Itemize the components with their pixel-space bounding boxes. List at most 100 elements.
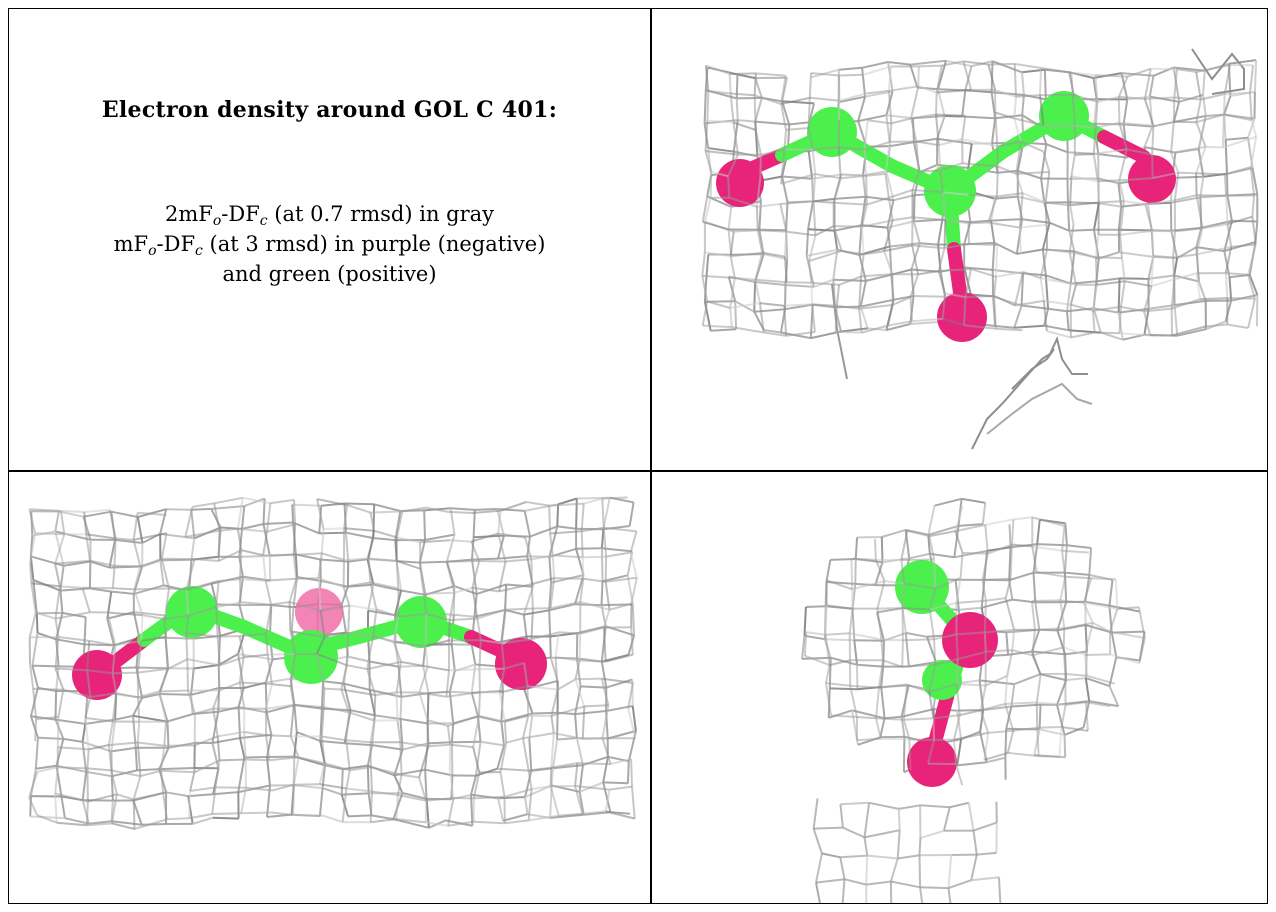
- mesh-segment: [293, 703, 324, 709]
- mesh-segment: [165, 791, 189, 798]
- mesh-segment: [998, 877, 1002, 903]
- mesh-segment: [552, 554, 583, 559]
- density-render-top-right: [701, 48, 1259, 450]
- mesh-segment: [294, 554, 299, 578]
- mesh-segment: [701, 301, 709, 326]
- mesh-segment: [324, 631, 349, 638]
- mesh-segment: [877, 607, 903, 610]
- mesh-segment: [479, 560, 506, 563]
- mesh-segment: [927, 739, 935, 765]
- mesh-segment: [874, 561, 884, 586]
- mesh-segment: [897, 854, 920, 860]
- legend-line-fo-fc: mFo-DFc (at 3 rmsd) in purple (negative): [9, 229, 650, 259]
- mesh-segment: [1143, 285, 1153, 312]
- mesh-segment: [191, 507, 212, 511]
- mesh-segment: [504, 788, 532, 798]
- mesh-segment: [194, 707, 214, 715]
- mesh-segment: [133, 792, 164, 801]
- mesh-segment: [1060, 599, 1084, 604]
- mesh-segment: [550, 768, 554, 786]
- mesh-segment: [194, 735, 219, 747]
- mesh-segment: [1202, 223, 1228, 230]
- mesh-segment: [979, 710, 990, 734]
- mesh-segment: [1118, 228, 1152, 232]
- mesh-segment: [780, 200, 814, 205]
- mesh-segment: [1222, 135, 1257, 149]
- mesh-segment: [134, 818, 168, 830]
- mesh-segment: [1098, 202, 1122, 208]
- mesh-segment: [981, 502, 987, 525]
- mesh-segment: [865, 855, 869, 885]
- mesh-segment: [1047, 307, 1068, 313]
- mesh-segment: [238, 635, 245, 658]
- mesh-segment: [834, 305, 838, 332]
- mesh-segment: [396, 536, 421, 544]
- mesh-segment: [781, 101, 791, 125]
- mesh-segment: [1171, 298, 1201, 310]
- mesh-segment: [317, 578, 322, 611]
- mesh-segment: [575, 677, 602, 681]
- mesh-segment: [824, 605, 828, 635]
- mesh-segment: [185, 589, 190, 616]
- mesh-segment: [627, 682, 634, 709]
- mesh-segment: [1062, 628, 1066, 648]
- mesh-segment: [602, 609, 611, 628]
- mesh-segment: [580, 600, 610, 611]
- mesh-segment: [1118, 149, 1128, 181]
- mesh-segment: [631, 786, 636, 819]
- mesh-segment: [928, 609, 936, 640]
- mesh-segment: [856, 716, 877, 720]
- mesh-segment: [499, 742, 508, 773]
- mesh-segment: [812, 201, 817, 236]
- mesh-segment: [911, 317, 943, 323]
- mesh-segment: [550, 689, 559, 717]
- mesh-segment: [825, 559, 832, 583]
- mesh-segment: [936, 89, 946, 117]
- mesh-segment: [370, 766, 402, 776]
- mesh-segment: [1061, 525, 1066, 551]
- mesh-segment: [861, 61, 889, 69]
- mesh-segment: [963, 297, 967, 326]
- mesh-segment: [400, 741, 429, 748]
- mesh-segment: [84, 696, 92, 719]
- mesh-segment: [137, 667, 169, 674]
- mesh-segment: [1038, 755, 1060, 758]
- mesh-segment: [218, 653, 239, 666]
- mesh-segment: [1045, 143, 1069, 154]
- mesh-segment: [241, 811, 272, 815]
- mesh-segment: [214, 496, 244, 505]
- mesh-segment: [85, 801, 89, 826]
- mesh-segment: [1251, 168, 1259, 195]
- mesh-segment: [86, 533, 116, 540]
- mesh-segment: [349, 604, 377, 611]
- mesh-segment: [160, 558, 170, 589]
- mesh-segment: [1195, 99, 1202, 123]
- mesh-segment: [733, 121, 757, 131]
- mesh-segment: [919, 887, 924, 903]
- mesh-segment: [935, 114, 940, 146]
- mesh-segment: [897, 808, 901, 831]
- mesh-segment: [729, 231, 735, 257]
- mesh-segment: [1110, 632, 1118, 658]
- mesh-segment: [88, 744, 110, 751]
- mesh-segment: [132, 775, 142, 800]
- mesh-segment: [812, 173, 817, 202]
- mesh-segment: [824, 664, 831, 684]
- mesh-segment: [266, 756, 271, 786]
- mesh-segment: [158, 691, 167, 722]
- mesh-segment: [763, 329, 782, 334]
- mesh-segment: [980, 702, 1006, 712]
- mesh-segment: [1021, 72, 1025, 96]
- mesh-segment: [159, 693, 192, 696]
- mesh-segment: [1196, 194, 1227, 197]
- mesh-segment: [550, 715, 555, 734]
- mesh-segment: [320, 740, 345, 745]
- mesh-segment: [582, 555, 607, 559]
- mesh-segment: [344, 742, 373, 747]
- mesh-segment: [1069, 284, 1077, 305]
- mesh-segment: [575, 710, 607, 716]
- mesh-segment: [849, 632, 882, 641]
- mesh-segment: [937, 270, 946, 294]
- mesh-segment: [158, 747, 170, 770]
- mesh-segment: [342, 683, 352, 711]
